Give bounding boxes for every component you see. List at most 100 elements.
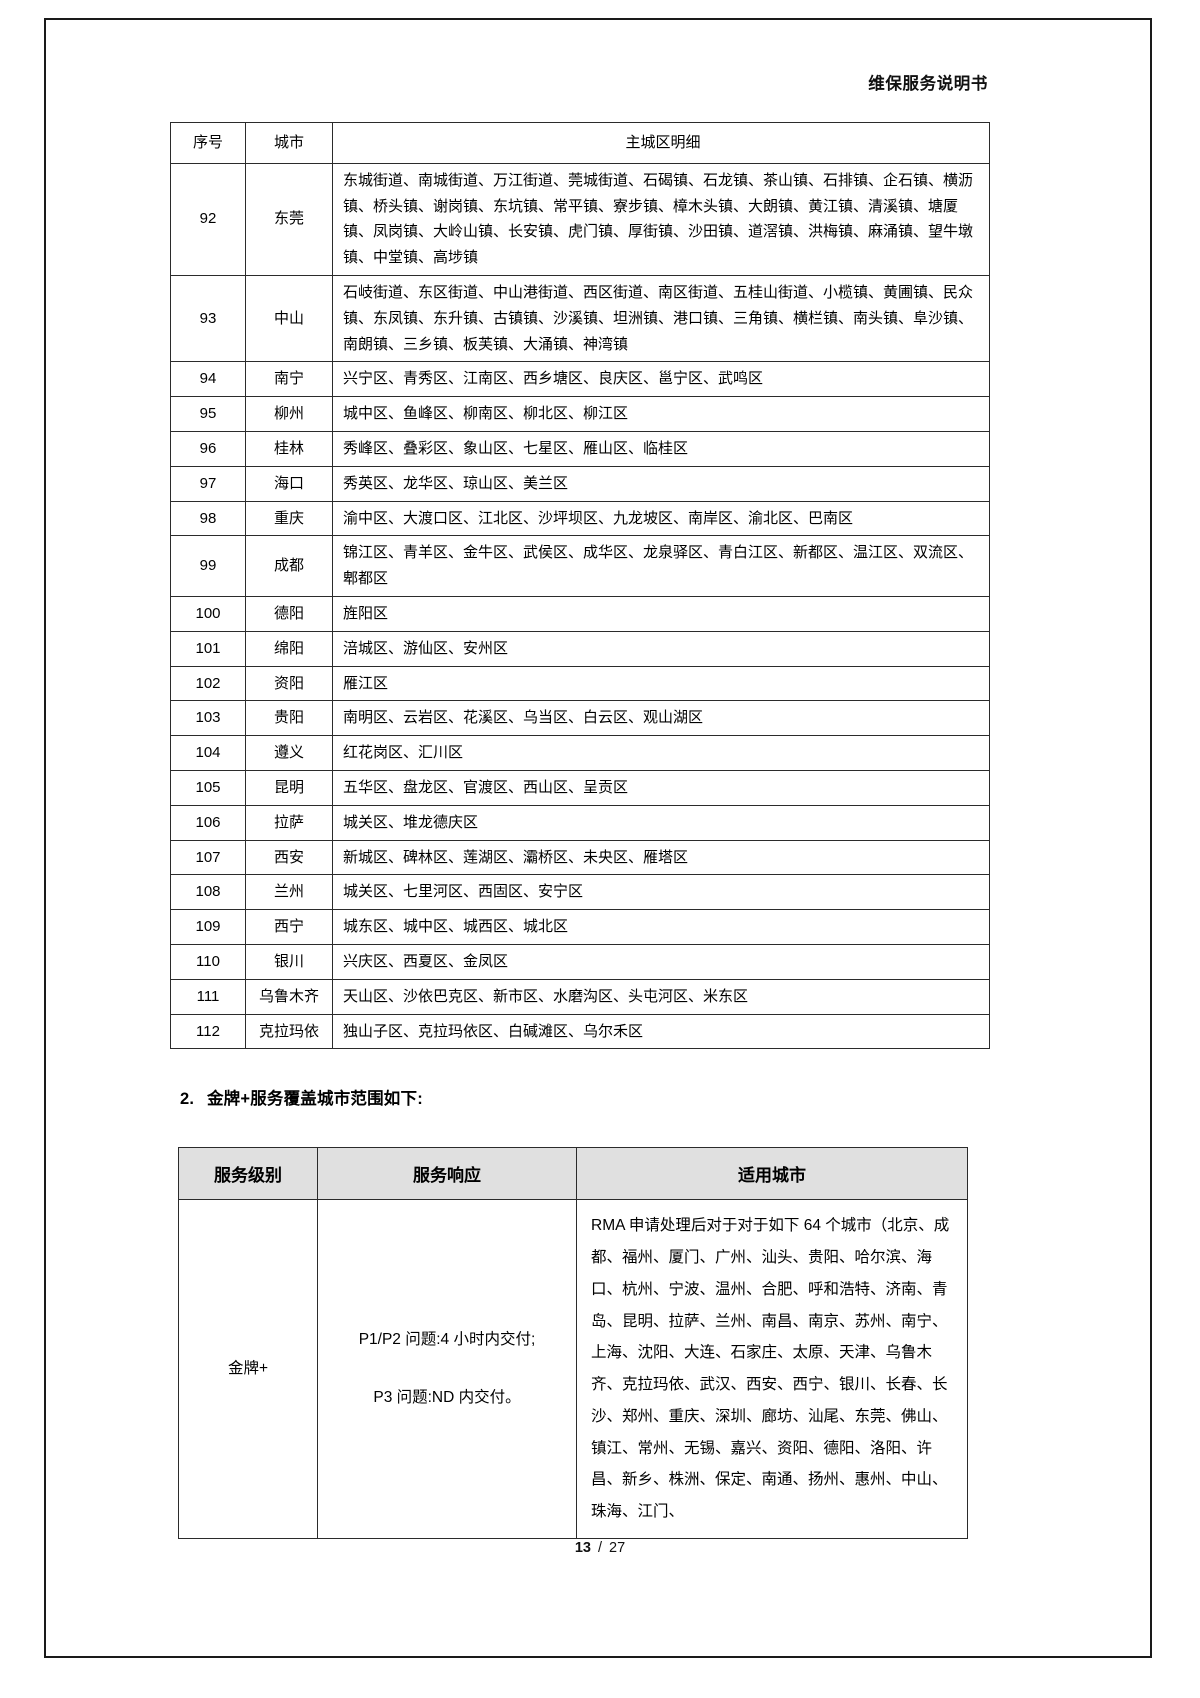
cell-no: 100: [170, 595, 246, 632]
cell-no: 105: [170, 769, 246, 806]
cell-city: 银川: [245, 943, 333, 980]
cell-detail: 石岐街道、东区街道、中山港街道、西区街道、南区街道、五桂山街道、小榄镇、黄圃镇、…: [332, 274, 990, 363]
cell-detail: 城中区、鱼峰区、柳南区、柳北区、柳江区: [332, 396, 990, 432]
cell-city: 乌鲁木齐: [245, 978, 333, 1015]
cell-city: 拉萨: [245, 804, 333, 841]
response-line-p1p2: P1/P2 问题:4 小时内交付;: [358, 1331, 536, 1349]
footer-current-page: 13: [574, 1540, 591, 1556]
cell-city: 东莞: [245, 162, 333, 276]
cell-city: 西安: [245, 839, 333, 876]
table-row: 106 拉萨 城关区、堆龙德庆区: [170, 804, 990, 841]
table-row: 96 桂林 秀峰区、叠彩区、象山区、七星区、雁山区、临桂区: [170, 430, 990, 467]
footer-total-pages: 27: [609, 1540, 626, 1556]
table-header-row: 序号 城市 主城区明细: [170, 122, 990, 164]
table-row: 97 海口 秀英区、龙华区、琼山区、美兰区: [170, 465, 990, 502]
cell-detail: 南明区、云岩区、花溪区、乌当区、白云区、观山湖区: [332, 700, 990, 737]
table-row: 103 贵阳 南明区、云岩区、花溪区、乌当区、白云区、观山湖区: [170, 700, 990, 737]
table-row: 109 西宁 城东区、城中区、城西区、城北区: [170, 909, 990, 945]
cell-no: 95: [170, 396, 246, 432]
gold-table-row: 金牌+ P1/P2 问题:4 小时内交付; P3 问题:ND 内交付。 RMA …: [178, 1199, 968, 1539]
cell-city: 成都: [245, 535, 333, 597]
cell-no: 108: [170, 874, 246, 911]
column-header-no: 序号: [170, 122, 246, 164]
table-row: 102 资阳 雁江区: [170, 665, 990, 702]
cell-service-response: P1/P2 问题:4 小时内交付; P3 问题:ND 内交付。: [317, 1199, 577, 1539]
cell-detail: 锦江区、青羊区、金牛区、武侯区、成华区、龙泉驿区、青白江区、新都区、温江区、双流…: [332, 535, 990, 597]
cell-no: 102: [170, 665, 246, 702]
column-header-detail: 主城区明细: [332, 122, 990, 164]
section-title: 金牌+服务覆盖城市范围如下:: [206, 1090, 423, 1109]
table-row: 111 乌鲁木齐 天山区、沙依巴克区、新市区、水磨沟区、头屯河区、米东区: [170, 978, 990, 1015]
cell-no: 93: [170, 274, 246, 363]
page-footer: 13 / 27: [0, 1540, 1200, 1556]
table-row: 112 克拉玛依 独山子区、克拉玛依区、白碱滩区、乌尔禾区: [170, 1013, 990, 1050]
table-row: 93 中山 石岐街道、东区街道、中山港街道、西区街道、南区街道、五桂山街道、小榄…: [170, 274, 990, 363]
response-line-p3: P3 问题:ND 内交付。: [373, 1389, 521, 1407]
cell-no: 92: [170, 162, 246, 276]
cell-no: 110: [170, 943, 246, 980]
gold-service-table: 服务级别 服务响应 适用城市 金牌+ P1/P2 问题:4 小时内交付; P3 …: [178, 1147, 968, 1539]
table-row: 95 柳州 城中区、鱼峰区、柳南区、柳北区、柳江区: [170, 396, 990, 432]
cell-no: 106: [170, 804, 246, 841]
section-number: 2.: [180, 1090, 195, 1109]
cell-no: 96: [170, 430, 246, 467]
cell-city: 海口: [245, 465, 333, 502]
cell-city: 柳州: [245, 396, 333, 432]
cell-detail: 渝中区、大渡口区、江北区、沙坪坝区、九龙坡区、南岸区、渝北区、巴南区: [332, 500, 990, 537]
cell-city: 德阳: [245, 595, 333, 632]
cell-no: 111: [170, 978, 246, 1015]
cell-no: 94: [170, 361, 246, 398]
cell-city: 兰州: [245, 874, 333, 911]
districts-table: 序号 城市 主城区明细 92 东莞 东城街道、南城街道、万江街道、莞城街道、石碣…: [170, 122, 990, 1050]
table-row: 104 遵义 红花岗区、汇川区: [170, 735, 990, 771]
cell-detail: 秀峰区、叠彩区、象山区、七星区、雁山区、临桂区: [332, 430, 990, 467]
cell-service-level: 金牌+: [178, 1199, 318, 1539]
document-header-title: 维保服务说明书: [868, 75, 988, 93]
cell-detail: 新城区、碑林区、莲湖区、灞桥区、未央区、雁塔区: [332, 839, 990, 876]
cell-no: 103: [170, 700, 246, 737]
cell-detail: 涪城区、游仙区、安州区: [332, 630, 990, 667]
cell-detail: 城关区、堆龙德庆区: [332, 804, 990, 841]
cell-no: 104: [170, 735, 246, 771]
column-header-service-response: 服务响应: [317, 1147, 577, 1201]
cell-no: 99: [170, 535, 246, 597]
table-row: 99 成都 锦江区、青羊区、金牛区、武侯区、成华区、龙泉驿区、青白江区、新都区、…: [170, 535, 990, 597]
column-header-applicable-cities: 适用城市: [576, 1147, 968, 1201]
table-row: 105 昆明 五华区、盘龙区、官渡区、西山区、呈贡区: [170, 769, 990, 806]
gold-table-wrapper: 服务级别 服务响应 适用城市 金牌+ P1/P2 问题:4 小时内交付; P3 …: [170, 1147, 990, 1539]
table-row: 107 西安 新城区、碑林区、莲湖区、灞桥区、未央区、雁塔区: [170, 839, 990, 876]
table-row: 110 银川 兴庆区、西夏区、金凤区: [170, 943, 990, 980]
cell-detail: 独山子区、克拉玛依区、白碱滩区、乌尔禾区: [332, 1013, 990, 1050]
table-row: 101 绵阳 涪城区、游仙区、安州区: [170, 630, 990, 667]
cell-detail: 红花岗区、汇川区: [332, 735, 990, 771]
table-row: 100 德阳 旌阳区: [170, 595, 990, 632]
cell-city: 昆明: [245, 769, 333, 806]
cell-detail: 城关区、七里河区、西固区、安宁区: [332, 874, 990, 911]
cell-detail: 东城街道、南城街道、万江街道、莞城街道、石碣镇、石龙镇、茶山镇、石排镇、企石镇、…: [332, 162, 990, 276]
cell-no: 98: [170, 500, 246, 537]
cell-detail: 兴宁区、青秀区、江南区、西乡塘区、良庆区、邕宁区、武鸣区: [332, 361, 990, 398]
table-row: 98 重庆 渝中区、大渡口区、江北区、沙坪坝区、九龙坡区、南岸区、渝北区、巴南区: [170, 500, 990, 537]
cell-no: 107: [170, 839, 246, 876]
cell-city: 南宁: [245, 361, 333, 398]
cell-detail: 城东区、城中区、城西区、城北区: [332, 909, 990, 945]
cell-no: 101: [170, 630, 246, 667]
section-heading: 2. 金牌+服务覆盖城市范围如下:: [180, 1085, 990, 1109]
cell-city: 资阳: [245, 665, 333, 702]
column-header-service-level: 服务级别: [178, 1147, 318, 1201]
cell-detail: 兴庆区、西夏区、金凤区: [332, 943, 990, 980]
cell-city: 重庆: [245, 500, 333, 537]
cell-detail: 天山区、沙依巴克区、新市区、水磨沟区、头屯河区、米东区: [332, 978, 990, 1015]
footer-separator: /: [597, 1540, 603, 1556]
cell-city: 西宁: [245, 909, 333, 945]
cell-detail: 旌阳区: [332, 595, 990, 632]
cell-no: 109: [170, 909, 246, 945]
gold-header-row: 服务级别 服务响应 适用城市: [178, 1147, 968, 1201]
cell-detail: 秀英区、龙华区、琼山区、美兰区: [332, 465, 990, 502]
cell-city: 桂林: [245, 430, 333, 467]
cell-no: 112: [170, 1013, 246, 1050]
table-row: 94 南宁 兴宁区、青秀区、江南区、西乡塘区、良庆区、邕宁区、武鸣区: [170, 361, 990, 398]
cell-detail: 雁江区: [332, 665, 990, 702]
cell-city: 贵阳: [245, 700, 333, 737]
cell-no: 97: [170, 465, 246, 502]
